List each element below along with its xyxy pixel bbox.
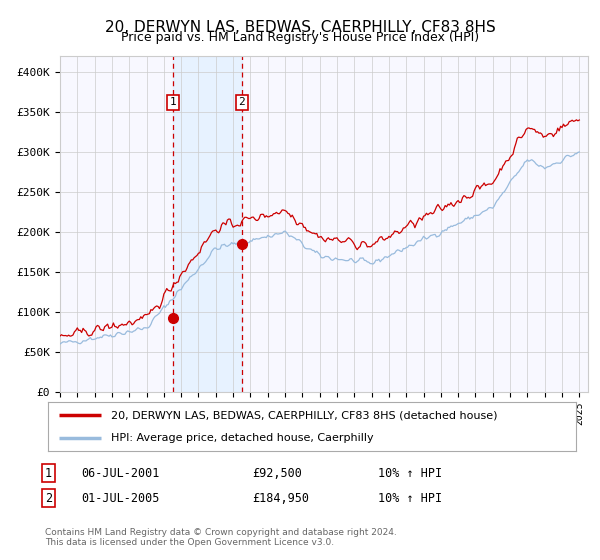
Text: 2: 2 [45,492,52,505]
Text: 10% ↑ HPI: 10% ↑ HPI [378,466,442,480]
Bar [173,56,242,392]
Text: 20, DERWYN LAS, BEDWAS, CAERPHILLY, CF83 8HS: 20, DERWYN LAS, BEDWAS, CAERPHILLY, CF83… [104,20,496,35]
Text: Contains HM Land Registry data © Crown copyright and database right 2024.
This d: Contains HM Land Registry data © Crown c… [45,528,397,547]
Text: £92,500: £92,500 [252,466,302,480]
Text: 1: 1 [45,466,52,480]
Text: 10% ↑ HPI: 10% ↑ HPI [378,492,442,505]
Text: 1: 1 [170,97,176,108]
Text: 2: 2 [238,97,245,108]
Text: HPI: Average price, detached house, Caerphilly: HPI: Average price, detached house, Caer… [112,433,374,444]
Text: 06-JUL-2001: 06-JUL-2001 [81,466,160,480]
Text: £184,950: £184,950 [252,492,309,505]
Text: 01-JUL-2005: 01-JUL-2005 [81,492,160,505]
Text: 20, DERWYN LAS, BEDWAS, CAERPHILLY, CF83 8HS (detached house): 20, DERWYN LAS, BEDWAS, CAERPHILLY, CF83… [112,410,498,421]
Text: Price paid vs. HM Land Registry's House Price Index (HPI): Price paid vs. HM Land Registry's House … [121,31,479,44]
